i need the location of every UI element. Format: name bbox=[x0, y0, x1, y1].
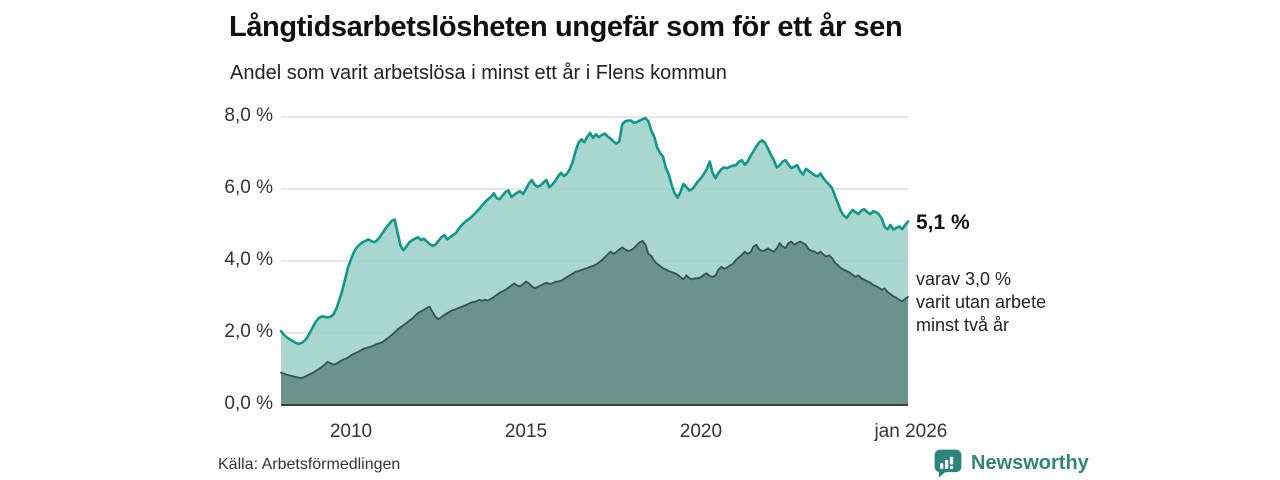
source-note: Källa: Arbetsförmedlingen bbox=[218, 456, 401, 473]
x-tick-label: 2010 bbox=[329, 421, 373, 442]
y-tick-label: 0,0 % bbox=[224, 393, 273, 414]
series2-annotation: varav 3,0 % varit utan arbete minst två … bbox=[916, 268, 1046, 337]
series2-annotation-line3: minst två år bbox=[916, 315, 1010, 335]
series-line bbox=[279, 116, 910, 346]
y-tick-label: 4,0 % bbox=[224, 249, 273, 270]
brand-wordmark: Newsworthy bbox=[971, 451, 1089, 474]
x-tick-label: 2015 bbox=[504, 421, 548, 442]
x-tick-label: 2020 bbox=[679, 421, 723, 442]
latest-value-label: 5,1 % bbox=[916, 211, 970, 234]
brand-logo: Newsworthy bbox=[933, 448, 1089, 478]
y-tick-label: 2,0 % bbox=[224, 321, 273, 342]
y-tick-label: 8,0 % bbox=[224, 105, 273, 126]
x-tick-label: jan 2026 bbox=[874, 421, 948, 442]
series-line bbox=[280, 239, 909, 379]
y-tick-label: 6,0 % bbox=[224, 177, 273, 198]
area-fill bbox=[281, 240, 908, 405]
chart-title: Långtidsarbetslösheten ungefär som för e… bbox=[229, 11, 903, 43]
newsworthy-icon bbox=[934, 449, 962, 478]
chart-subtitle: Andel som varit arbetslösa i minst ett å… bbox=[230, 62, 727, 84]
series2-annotation-line1: varav 3,0 % bbox=[916, 269, 1012, 289]
series2-annotation-line2: varit utan arbete bbox=[916, 292, 1047, 312]
